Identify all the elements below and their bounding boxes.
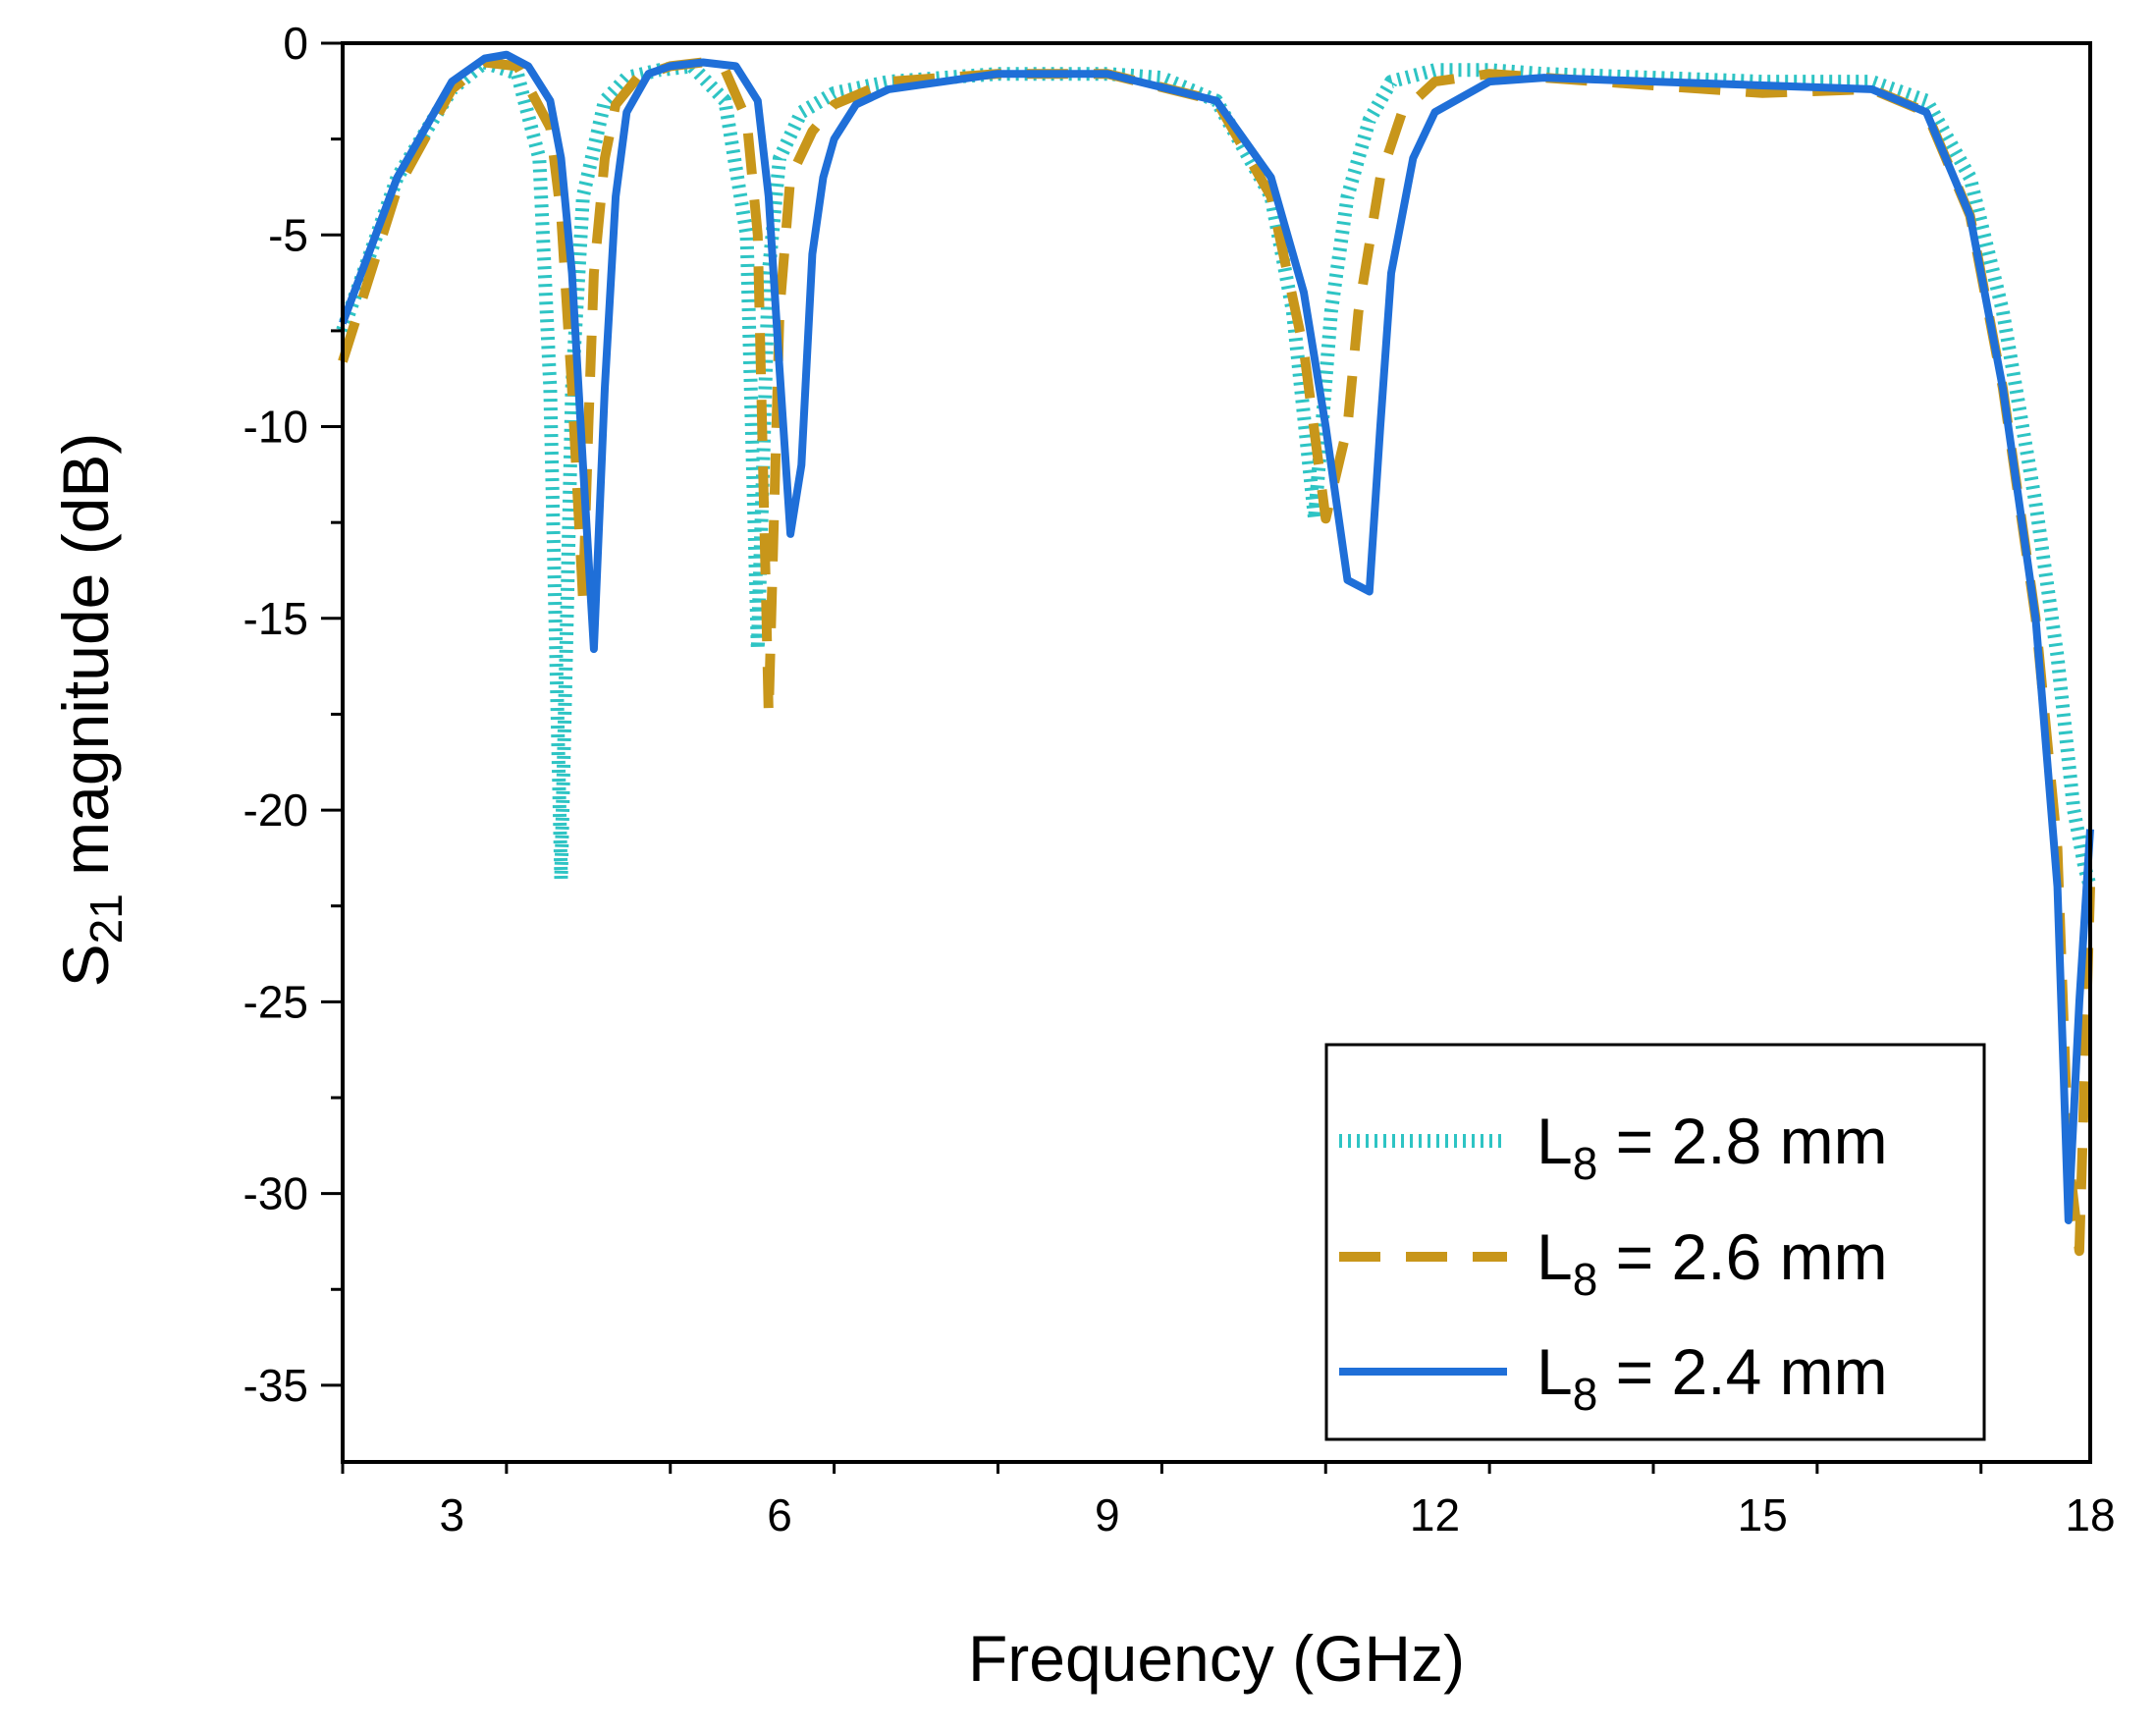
x-tick-label: 18 bbox=[2065, 1489, 2115, 1540]
x-tick-label: 12 bbox=[1410, 1489, 1460, 1540]
y-axis-title-main: S bbox=[49, 944, 122, 987]
y-tick-label: 0 bbox=[283, 18, 308, 69]
y-tick-label: -35 bbox=[243, 1360, 308, 1411]
legend-label-l8-2.6: L8 = 2.6 mm bbox=[1536, 1220, 1888, 1305]
legend-label-l8-2.8: L8 = 2.8 mm bbox=[1536, 1105, 1888, 1189]
y-axis-title: S21 magnitude (dB) bbox=[49, 433, 132, 988]
x-axis-title: Frequency (GHz) bbox=[968, 1622, 1465, 1695]
plot-frame bbox=[341, 41, 2092, 1464]
legend-box bbox=[1324, 1043, 1986, 1441]
y-tick-label: -5 bbox=[268, 209, 308, 260]
series-line-2 bbox=[339, 50, 2094, 1224]
y-tick-label: -15 bbox=[243, 593, 308, 644]
legend: L8 = 2.8 mm L8 = 2.6 mm L8 = 2.4 mm bbox=[1324, 1043, 1986, 1441]
legend-label-l8-2.4: L8 = 2.4 mm bbox=[1536, 1335, 1888, 1420]
y-axis-title-rest: magnitude (dB) bbox=[49, 433, 122, 894]
x-tick-label: 9 bbox=[1095, 1489, 1120, 1540]
x-tick-label: 6 bbox=[767, 1489, 792, 1540]
y-tick-label: -20 bbox=[243, 784, 308, 836]
y-tick-label: -10 bbox=[243, 402, 308, 453]
y-axis-title-sub: 21 bbox=[81, 893, 132, 944]
ticks-layer bbox=[321, 41, 1983, 1474]
y-tick-label: -25 bbox=[243, 976, 308, 1027]
x-tick-label: 3 bbox=[439, 1489, 464, 1540]
labels-layer: 3 6 9 12 15 18 0 -5 -10 -15 -20 -25 -30 -35 bbox=[243, 18, 2116, 1540]
x-tick-label: 15 bbox=[1738, 1489, 1788, 1540]
series-layer bbox=[336, 50, 2097, 1257]
y-tick-label: -30 bbox=[243, 1168, 308, 1219]
